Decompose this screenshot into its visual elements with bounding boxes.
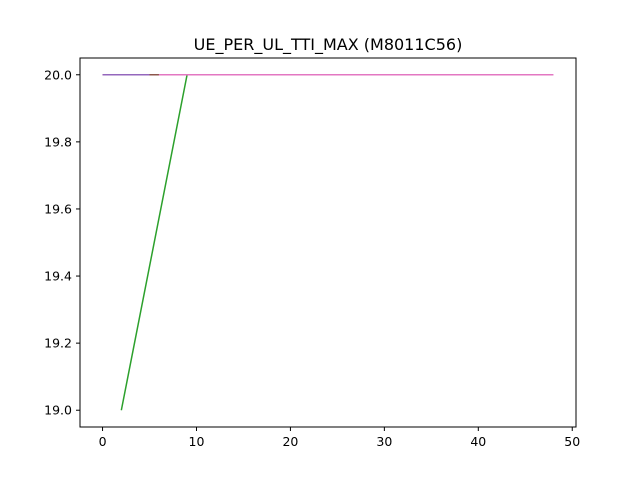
x-tick-label: 0 bbox=[99, 434, 107, 449]
chart-title: UE_PER_UL_TTI_MAX (M8011C56) bbox=[194, 35, 463, 55]
y-tick-label: 19.2 bbox=[44, 336, 72, 351]
y-tick-label: 19.6 bbox=[44, 201, 72, 216]
y-tick-label: 19.0 bbox=[44, 403, 72, 418]
series-layer bbox=[102, 74, 554, 411]
x-tick-label: 40 bbox=[470, 434, 486, 449]
x-tick-label: 10 bbox=[189, 434, 205, 449]
y-tick-label: 19.4 bbox=[44, 269, 72, 284]
y-tick-label: 19.8 bbox=[44, 134, 72, 149]
x-tick-label: 20 bbox=[282, 434, 298, 449]
y-axis: 19.0 19.2 19.4 19.6 19.8 20.0 bbox=[44, 67, 80, 418]
x-tick-label: 30 bbox=[376, 434, 392, 449]
x-tick-label: 50 bbox=[564, 434, 580, 449]
x-axis: 0 10 20 30 40 50 bbox=[99, 427, 580, 449]
series-line-3 bbox=[120, 74, 516, 411]
y-tick-label: 20.0 bbox=[44, 67, 72, 82]
plot-frame bbox=[79, 57, 577, 428]
